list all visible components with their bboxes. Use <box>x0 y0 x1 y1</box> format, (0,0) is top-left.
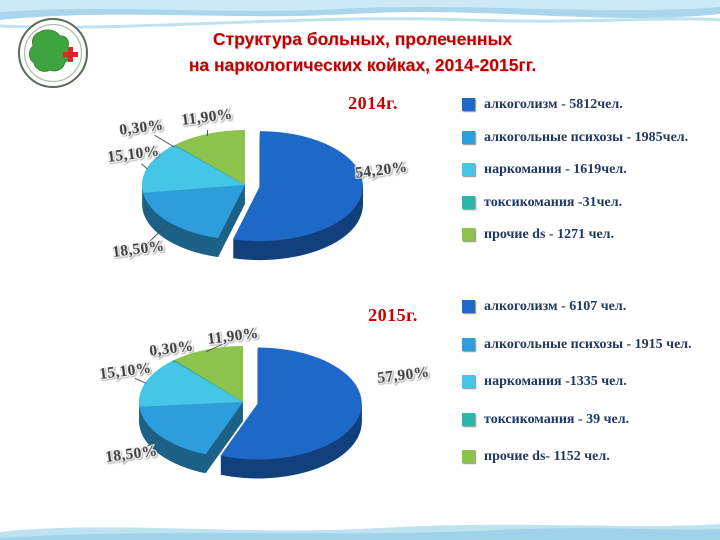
slide-title-line2: на наркологических койках, 2014-2015гг. <box>188 55 537 76</box>
legend-label: алкогольные психозы - 1915 чел. <box>484 336 692 352</box>
legend-label: токсикомания - 39 чел. <box>484 411 630 427</box>
pie-slice-3 <box>172 359 243 402</box>
label-leader-line <box>141 163 148 170</box>
organization-logo-icon <box>16 16 90 90</box>
legend-swatch-icon <box>462 98 475 111</box>
pie-slice-3 <box>173 144 245 185</box>
pie-chart-2014: 54,20% 18,50% 15,10% 0,30% 11,90% <box>105 105 409 263</box>
chart-legend-2014: алкоголизм - 5812чел. алкогольные психозы… <box>462 96 702 244</box>
pie-slice-4 <box>175 130 245 185</box>
pie-percent-label: 15,10% <box>106 143 160 166</box>
legend-swatch-icon <box>462 300 475 313</box>
legend-label: прочие ds- 1152 чел. <box>484 449 610 464</box>
legend-item-2: наркомания - 1619чел. <box>462 161 702 179</box>
pie-percent-label: 11,90% <box>180 106 233 129</box>
pie-percent-label: 54,20% <box>354 159 408 182</box>
legend-label: алкоголизм - 5812чел. <box>484 97 623 112</box>
pie-percent-label: 11,90% <box>206 325 259 348</box>
pie-slice-2 <box>142 145 245 193</box>
pie-percent-label: 57,90% <box>376 364 430 387</box>
pie-slice-0 <box>220 347 362 460</box>
legend-label: алкоголизм - 6107 чел. <box>484 299 627 314</box>
legend-swatch-icon <box>462 375 475 388</box>
label-leader-line <box>145 223 169 246</box>
legend-item-2: наркомания -1335 чел. <box>462 373 702 391</box>
legend-swatch-icon <box>462 195 475 209</box>
legend-item-3: токсикомания - 39 чел. <box>462 411 702 429</box>
legend-item-0: алкоголизм - 6107 чел. <box>462 298 702 316</box>
label-leader-line <box>154 134 175 148</box>
slide-title-line1: Структура больных, пролеченных <box>212 29 513 49</box>
legend-item-4: прочие ds - 1271 чел. <box>462 226 702 244</box>
pie-slice-1 <box>143 185 245 239</box>
legend-label: алкогольные психозы - 1985чел. <box>484 129 689 145</box>
legend-swatch-icon <box>462 130 475 144</box>
label-leader-line <box>139 437 161 452</box>
pie-slice-4 <box>174 345 243 402</box>
pie-chart-2015: 57,90%18,50%15,10%0,30%11,90% <box>97 324 432 479</box>
legend-swatch-icon <box>462 228 475 241</box>
legend-item-3: токсикомания -31чел. <box>462 194 702 212</box>
label-leader-line <box>206 342 226 353</box>
legend-swatch-icon <box>462 450 475 463</box>
label-leader-line <box>134 377 147 384</box>
legend-swatch-icon <box>462 163 475 176</box>
slide-title: Структура больных, пролеченных на наркол… <box>90 26 635 79</box>
pie-slice-0 <box>233 131 363 242</box>
chart-title-2014: 2014г. <box>348 93 398 113</box>
medical-emblem-icon <box>18 18 88 88</box>
legend-swatch-icon <box>462 412 475 426</box>
pie-percent-label: 18,50% <box>111 238 165 261</box>
chart-legend-2015: алкоголизм - 6107 чел. алкогольные психоз… <box>462 298 702 466</box>
top-wave-decoration <box>0 0 720 29</box>
legend-label: наркомания - 1619чел. <box>484 162 627 177</box>
legend-item-1: алкогольные психозы - 1915 чел. <box>462 336 702 354</box>
legend-item-1: алкогольные психозы - 1985чел. <box>462 129 702 147</box>
legend-label: наркомания -1335 чел. <box>484 374 627 389</box>
pie-percent-label: 18,50% <box>104 443 158 466</box>
chart-title-2015: 2015г. <box>368 305 418 325</box>
legend-item-0: алкоголизм - 5812чел. <box>462 96 702 114</box>
legend-swatch-icon <box>462 337 475 351</box>
pie-percent-label: 0,30% <box>118 117 164 139</box>
legend-label: прочие ds - 1271 чел. <box>484 227 615 242</box>
pie-slice-2 <box>139 360 243 407</box>
pie-percent-label: 15,10% <box>98 360 152 383</box>
pie-slice-1 <box>139 402 243 455</box>
bottom-wave-decoration <box>0 524 720 540</box>
legend-item-4: прочие ds- 1152 чел. <box>462 448 702 466</box>
legend-label: токсикомания -31чел. <box>484 194 623 210</box>
